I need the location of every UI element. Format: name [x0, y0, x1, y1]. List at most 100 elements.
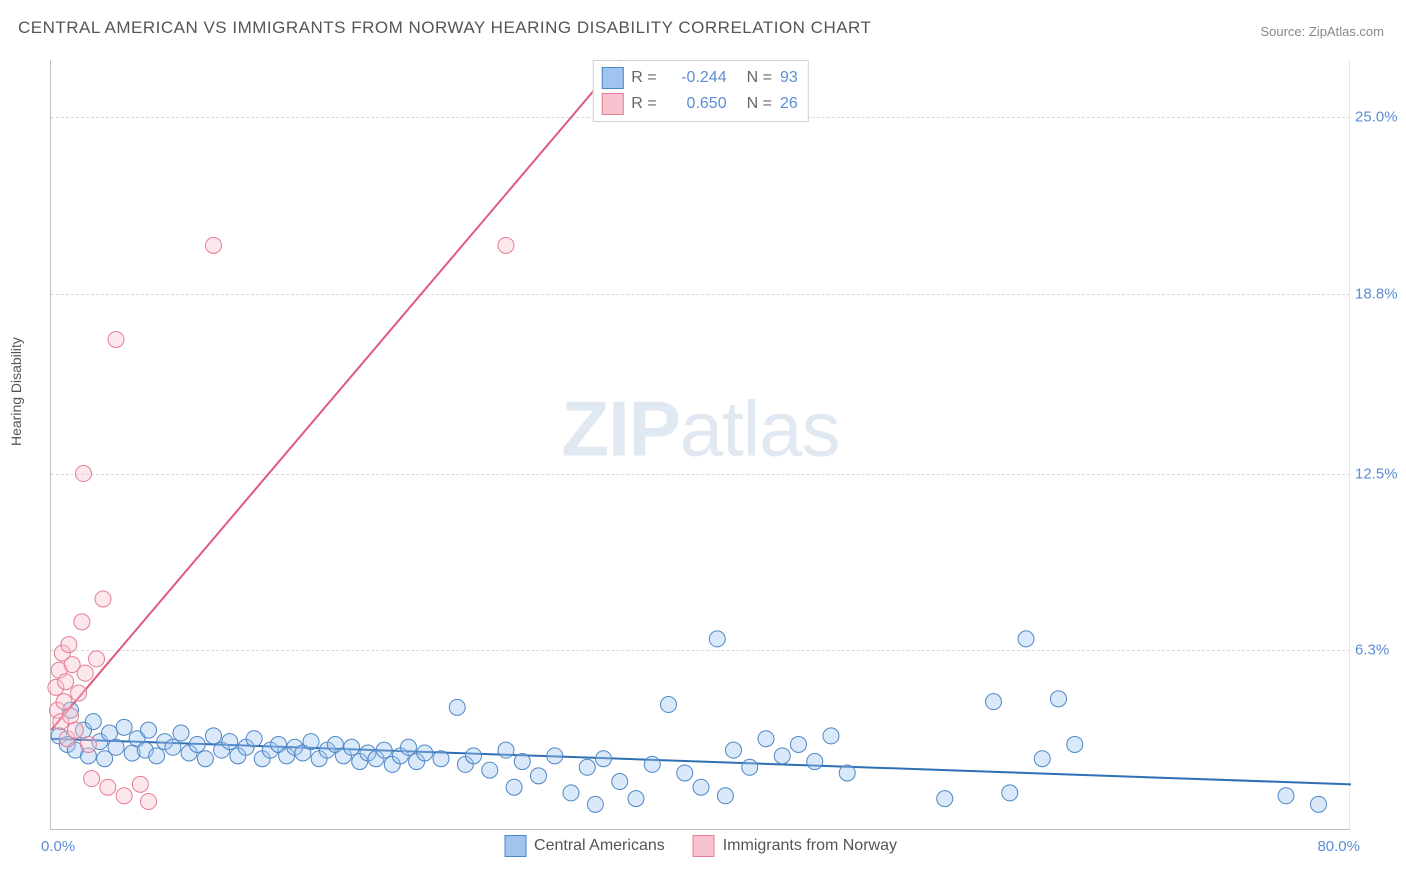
- scatter-points: [48, 237, 1327, 812]
- series-legend-label: Immigrants from Norway: [723, 837, 897, 855]
- point-immigrants_norway: [116, 788, 132, 804]
- point-central_americans: [116, 719, 132, 735]
- legend-r-label: R =: [631, 95, 656, 113]
- point-central_americans: [612, 774, 628, 790]
- point-central_americans: [579, 759, 595, 775]
- point-central_americans: [563, 785, 579, 801]
- point-central_americans: [1051, 691, 1067, 707]
- legend-swatch: [601, 93, 623, 115]
- point-central_americans: [596, 751, 612, 767]
- point-immigrants_norway: [58, 674, 74, 690]
- point-central_americans: [628, 791, 644, 807]
- point-immigrants_norway: [76, 466, 92, 482]
- point-central_americans: [823, 728, 839, 744]
- legend-row-central_americans: R = -0.244 N = 93: [601, 65, 797, 91]
- y-tick-label: 6.3%: [1355, 642, 1406, 659]
- point-central_americans: [774, 748, 790, 764]
- point-central_americans: [303, 734, 319, 750]
- point-central_americans: [222, 734, 238, 750]
- point-immigrants_norway: [206, 237, 222, 253]
- plot-area: ZIPatlas 6.3%12.5%18.8%25.0% R =-0.244N …: [50, 60, 1350, 830]
- point-central_americans: [376, 742, 392, 758]
- point-central_americans: [644, 756, 660, 772]
- point-central_americans: [506, 779, 522, 795]
- x-tick-min: 0.0%: [41, 838, 75, 855]
- point-central_americans: [709, 631, 725, 647]
- source-attribution: Source: ZipAtlas.com: [1260, 24, 1384, 39]
- trend-lines: [51, 60, 1351, 784]
- point-central_americans: [466, 748, 482, 764]
- point-central_americans: [547, 748, 563, 764]
- point-immigrants_norway: [80, 736, 96, 752]
- point-central_americans: [514, 754, 530, 770]
- point-central_americans: [531, 768, 547, 784]
- series-legend-item-central_americans: Central Americans: [504, 835, 665, 857]
- point-central_americans: [587, 796, 603, 812]
- point-central_americans: [1018, 631, 1034, 647]
- point-central_americans: [85, 714, 101, 730]
- point-central_americans: [173, 725, 189, 741]
- series-legend-label: Central Americans: [534, 837, 665, 855]
- point-central_americans: [197, 751, 213, 767]
- legend-r-value: -0.244: [665, 69, 727, 87]
- point-central_americans: [102, 725, 118, 741]
- point-immigrants_norway: [84, 771, 100, 787]
- correlation-legend: R =-0.244N =93R =0.650N =26: [592, 60, 808, 122]
- point-immigrants_norway: [56, 694, 72, 710]
- point-immigrants_norway: [141, 793, 157, 809]
- series-legend: Central Americans Immigrants from Norway: [504, 835, 897, 857]
- series-legend-item-immigrants_norway: Immigrants from Norway: [693, 835, 897, 857]
- point-central_americans: [661, 697, 677, 713]
- legend-n-label: N =: [747, 69, 772, 87]
- point-immigrants_norway: [108, 331, 124, 347]
- point-central_americans: [498, 742, 514, 758]
- point-central_americans: [986, 694, 1002, 710]
- point-immigrants_norway: [132, 776, 148, 792]
- point-central_americans: [149, 748, 165, 764]
- point-central_americans: [189, 736, 205, 752]
- point-central_americans: [165, 739, 181, 755]
- point-immigrants_norway: [63, 708, 79, 724]
- y-tick-label: 25.0%: [1355, 109, 1406, 126]
- point-immigrants_norway: [77, 665, 93, 681]
- point-central_americans: [417, 745, 433, 761]
- trend-line-immigrants_norway: [51, 60, 620, 730]
- point-central_americans: [449, 699, 465, 715]
- legend-n-label: N =: [747, 95, 772, 113]
- point-central_americans: [141, 722, 157, 738]
- point-central_americans: [1311, 796, 1327, 812]
- point-central_americans: [246, 731, 262, 747]
- point-central_americans: [693, 779, 709, 795]
- point-immigrants_norway: [95, 591, 111, 607]
- point-central_americans: [1034, 751, 1050, 767]
- scatter-svg: [51, 60, 1350, 829]
- chart-title: CENTRAL AMERICAN VS IMMIGRANTS FROM NORW…: [18, 18, 871, 38]
- point-immigrants_norway: [61, 637, 77, 653]
- point-central_americans: [726, 742, 742, 758]
- point-central_americans: [1002, 785, 1018, 801]
- source-link[interactable]: ZipAtlas.com: [1309, 24, 1384, 39]
- legend-swatch: [693, 835, 715, 857]
- legend-r-label: R =: [631, 69, 656, 87]
- x-tick-max: 80.0%: [1317, 838, 1360, 855]
- legend-n-value: 93: [780, 69, 798, 87]
- point-central_americans: [344, 739, 360, 755]
- point-central_americans: [401, 739, 417, 755]
- y-tick-label: 12.5%: [1355, 465, 1406, 482]
- legend-r-value: 0.650: [665, 95, 727, 113]
- point-central_americans: [1278, 788, 1294, 804]
- point-central_americans: [482, 762, 498, 778]
- y-tick-label: 18.8%: [1355, 285, 1406, 302]
- legend-row-immigrants_norway: R =0.650N =26: [601, 91, 797, 117]
- source-prefix: Source:: [1260, 24, 1308, 39]
- point-immigrants_norway: [67, 722, 83, 738]
- point-central_americans: [839, 765, 855, 781]
- point-immigrants_norway: [89, 651, 105, 667]
- legend-swatch: [504, 835, 526, 857]
- point-central_americans: [677, 765, 693, 781]
- point-central_americans: [433, 751, 449, 767]
- point-central_americans: [108, 739, 124, 755]
- point-central_americans: [206, 728, 222, 744]
- point-central_americans: [742, 759, 758, 775]
- point-immigrants_norway: [498, 237, 514, 253]
